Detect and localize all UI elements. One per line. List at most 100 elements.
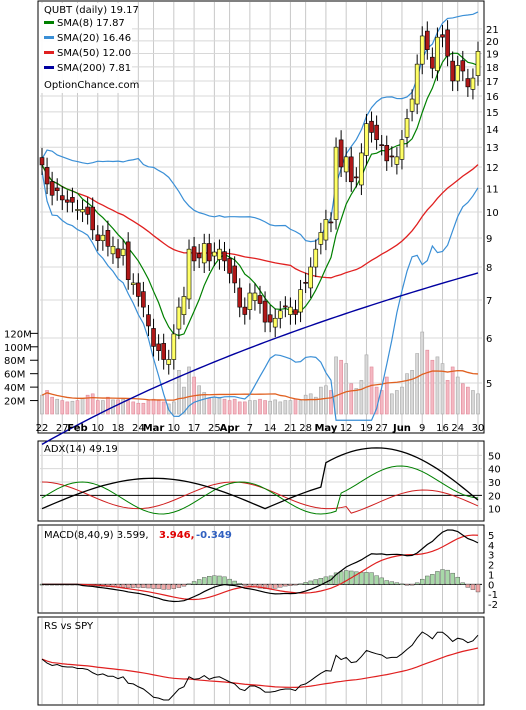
sma50-line bbox=[41, 164, 479, 279]
candle-body bbox=[455, 65, 461, 82]
x-tick-label: 21 bbox=[284, 423, 297, 434]
macd-histogram-bar bbox=[202, 577, 207, 585]
volume-bar bbox=[202, 392, 207, 415]
candle-body bbox=[237, 287, 243, 308]
price-tick-label: 16 bbox=[486, 92, 499, 103]
x-tick-label: 16 bbox=[436, 423, 449, 434]
legend-sma20: SMA(20) 16.46 bbox=[57, 33, 131, 44]
macd-label: MACD(8,40,9) 3.599, bbox=[44, 530, 149, 541]
macd-histogram-bar bbox=[313, 579, 318, 585]
volume-bar bbox=[450, 366, 455, 415]
x-tick-label: 28 bbox=[299, 423, 312, 434]
volume-bar bbox=[212, 396, 217, 415]
macd-histogram-bar bbox=[151, 584, 156, 589]
price-panel-frame bbox=[37, 0, 485, 434]
candle-body bbox=[414, 63, 420, 105]
x-tick-label: 25 bbox=[208, 423, 221, 434]
candle-body bbox=[171, 333, 177, 360]
volume-bar bbox=[40, 394, 44, 415]
volume-bar bbox=[466, 386, 470, 415]
candle-body bbox=[252, 292, 258, 301]
volume-bar bbox=[415, 353, 419, 415]
volume-bar bbox=[131, 401, 136, 415]
volume-tick-label: 40M bbox=[4, 383, 25, 394]
macd-histogram-bar bbox=[333, 572, 339, 585]
macd-histogram-bar bbox=[440, 569, 445, 585]
volume-bar bbox=[476, 393, 480, 415]
macd-histogram-bar bbox=[283, 584, 288, 587]
macd-histogram-bar bbox=[278, 584, 283, 588]
candle-body bbox=[425, 30, 430, 50]
adx-tick-label: 50 bbox=[488, 451, 501, 462]
volume-bar bbox=[298, 400, 303, 415]
macd-histogram-bar bbox=[141, 584, 146, 588]
legend-swatch-sma50 bbox=[44, 51, 54, 54]
x-tick-label: Apr bbox=[220, 423, 240, 434]
x-tick-label: May bbox=[314, 423, 337, 434]
volume-bar bbox=[101, 400, 105, 415]
macd-hist-label: -0.349 bbox=[196, 530, 232, 541]
candle-body bbox=[80, 209, 85, 213]
candle-body bbox=[161, 343, 166, 360]
candle-body bbox=[293, 309, 298, 315]
x-tick-label: 22 bbox=[36, 423, 49, 434]
volume-bar bbox=[303, 394, 308, 415]
macd-histogram-bar bbox=[217, 575, 222, 585]
macd-histogram-bar bbox=[425, 575, 430, 585]
candle-body bbox=[110, 246, 116, 255]
candle-body bbox=[277, 310, 283, 319]
candle-body bbox=[181, 296, 187, 315]
volume-bar bbox=[319, 386, 323, 415]
volume-bar bbox=[435, 356, 440, 415]
volume-bar bbox=[253, 400, 257, 415]
candle-body bbox=[151, 328, 156, 347]
candle-body bbox=[445, 29, 450, 57]
legend-swatch-sma20 bbox=[44, 36, 54, 39]
x-tick-label: 27 bbox=[375, 423, 388, 434]
macd-histogram-bar bbox=[131, 584, 136, 588]
volume-bar bbox=[455, 376, 460, 415]
adx-tick-label: 30 bbox=[488, 478, 501, 489]
candle-body bbox=[44, 167, 50, 185]
volume-bar bbox=[90, 393, 95, 415]
macd-histogram-bar bbox=[227, 578, 232, 585]
price-tick-label: 7 bbox=[486, 296, 492, 307]
candle-body bbox=[85, 206, 90, 215]
candle-body bbox=[475, 51, 481, 76]
macd-histogram-bar bbox=[308, 580, 313, 585]
macd-histogram-bar bbox=[196, 579, 202, 585]
candle-body bbox=[212, 251, 217, 257]
indicator-lines bbox=[41, 11, 479, 701]
candle-body bbox=[399, 139, 405, 160]
candle-body bbox=[54, 187, 60, 191]
candle-body bbox=[288, 306, 293, 315]
candle-body bbox=[232, 265, 237, 284]
volume-bar bbox=[151, 398, 156, 415]
macd-histogram-bar bbox=[212, 575, 217, 585]
macd-histogram-bar bbox=[222, 576, 227, 585]
volume-bar bbox=[329, 390, 333, 415]
legend-box: QUBT (daily) 19.17 SMA(8) 17.87 SMA(20) … bbox=[40, 3, 139, 93]
volume-bar bbox=[308, 393, 313, 415]
legend-sma50: SMA(50) 12.00 bbox=[57, 48, 131, 59]
volume-tick-label: 100M bbox=[4, 343, 32, 354]
macd-histogram-bar bbox=[354, 571, 359, 585]
volume-bar bbox=[232, 398, 237, 415]
volume-bar bbox=[187, 366, 191, 415]
volume-bar bbox=[263, 400, 267, 415]
candle-body bbox=[90, 206, 95, 231]
volume-bar bbox=[182, 386, 186, 415]
macd-histogram-bar bbox=[176, 584, 182, 588]
volume-bar bbox=[379, 390, 384, 415]
candle-body bbox=[222, 251, 227, 262]
x-tick-label: 18 bbox=[112, 423, 125, 434]
macd-histogram-bar bbox=[460, 582, 465, 585]
macd-histogram-bar bbox=[161, 584, 166, 590]
candle-body bbox=[257, 295, 263, 304]
legend-sma8: SMA(8) 17.87 bbox=[57, 18, 125, 29]
macd-histogram-bar bbox=[262, 584, 268, 589]
macd-histogram-bar bbox=[146, 584, 151, 589]
macd-histogram-bar bbox=[298, 583, 303, 585]
price-tick-label: 11 bbox=[486, 184, 499, 195]
candle-body bbox=[369, 120, 374, 133]
